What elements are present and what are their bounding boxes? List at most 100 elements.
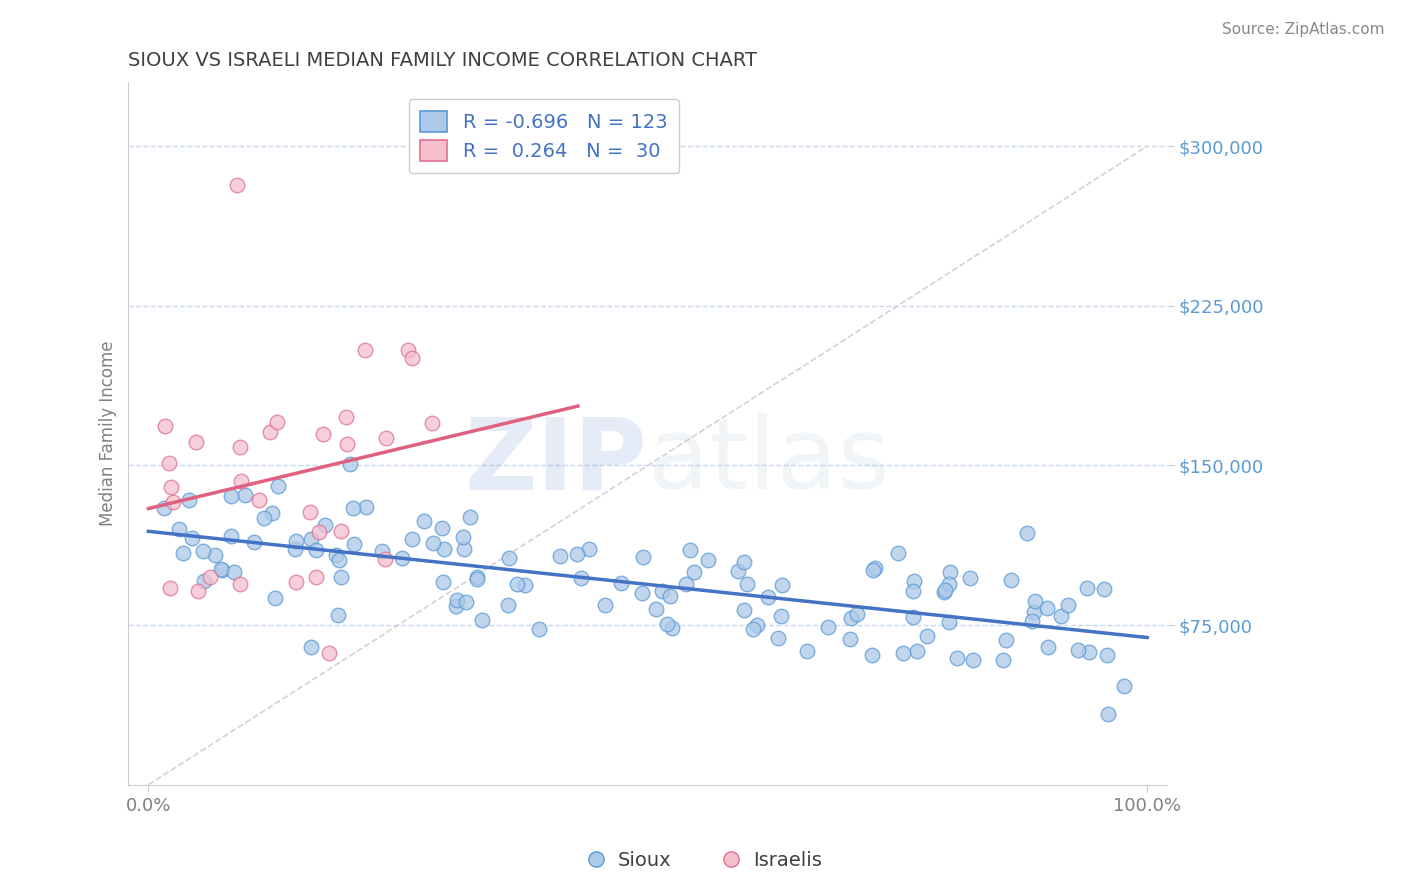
Point (260, 506, 283, 520)
Point (862, 564, 884, 578)
Point (905, 644, 928, 658)
Point (995, 632, 1018, 647)
Point (915, 629, 938, 643)
Point (498, 551, 520, 566)
Point (593, 598, 616, 612)
Point (901, 610, 924, 624)
Point (231, 474, 253, 488)
Point (391, 551, 413, 566)
Point (430, 521, 453, 535)
Point (298, 505, 321, 519)
Point (318, 646, 340, 660)
Point (259, 425, 281, 439)
Point (401, 532, 423, 546)
Point (768, 632, 790, 646)
Point (229, 440, 252, 454)
Point (371, 544, 394, 558)
Point (659, 589, 682, 603)
Point (609, 575, 631, 590)
Point (305, 543, 328, 558)
Point (285, 534, 308, 549)
Point (569, 571, 592, 585)
Point (243, 535, 266, 549)
Point (396, 343, 419, 358)
Point (651, 583, 673, 598)
Point (228, 576, 250, 591)
Point (742, 622, 765, 636)
Point (1078, 645, 1101, 659)
Point (211, 563, 233, 577)
Point (548, 549, 571, 564)
Point (903, 583, 925, 598)
Point (839, 632, 862, 646)
Text: SIOUX VS ISRAELI MEDIAN FAMILY INCOME CORRELATION CHART: SIOUX VS ISRAELI MEDIAN FAMILY INCOME CO… (128, 51, 758, 70)
Point (191, 544, 214, 558)
Point (354, 343, 377, 357)
Point (374, 431, 396, 445)
Point (330, 524, 353, 538)
Point (845, 607, 868, 621)
Point (446, 592, 468, 607)
Point (167, 522, 190, 536)
Point (945, 651, 967, 665)
Point (198, 570, 221, 584)
Point (299, 640, 322, 655)
Point (413, 514, 436, 528)
Point (374, 552, 396, 566)
Point (432, 574, 454, 589)
Point (578, 542, 600, 557)
Point (938, 566, 960, 580)
Point (267, 479, 290, 493)
Point (1067, 643, 1090, 657)
Point (305, 569, 328, 583)
Point (938, 615, 960, 629)
Point (772, 577, 794, 591)
Point (733, 603, 755, 617)
Point (1076, 581, 1098, 595)
Point (770, 609, 793, 624)
Point (1097, 706, 1119, 721)
Point (299, 532, 322, 546)
Point (264, 591, 287, 606)
Point (932, 584, 955, 599)
Point (887, 546, 910, 560)
Point (222, 565, 245, 579)
Point (513, 577, 536, 591)
Point (1114, 680, 1136, 694)
Point (796, 644, 818, 658)
Point (314, 517, 336, 532)
Point (330, 569, 353, 583)
Point (1092, 582, 1115, 597)
Point (1024, 605, 1046, 619)
Point (247, 492, 270, 507)
Point (209, 562, 232, 576)
Point (1038, 640, 1060, 655)
Point (325, 548, 347, 562)
Point (187, 583, 209, 598)
Point (339, 457, 361, 471)
Point (631, 549, 654, 564)
Point (860, 648, 883, 662)
Point (747, 618, 769, 632)
Point (993, 653, 1015, 667)
Point (657, 617, 679, 632)
Point (253, 511, 276, 525)
Point (1049, 609, 1071, 624)
Point (336, 437, 359, 451)
Point (962, 653, 984, 667)
Point (433, 541, 456, 556)
Point (343, 537, 366, 551)
Point (678, 542, 700, 557)
Point (934, 582, 956, 597)
Point (420, 416, 443, 430)
Point (204, 548, 226, 562)
Point (1000, 573, 1022, 587)
Legend: Sioux, Israelis: Sioux, Israelis (576, 843, 830, 878)
Point (1035, 601, 1057, 615)
Point (733, 555, 755, 569)
Point (661, 621, 683, 635)
Point (162, 494, 184, 508)
Point (354, 500, 377, 514)
Point (453, 541, 475, 556)
Point (342, 501, 364, 516)
